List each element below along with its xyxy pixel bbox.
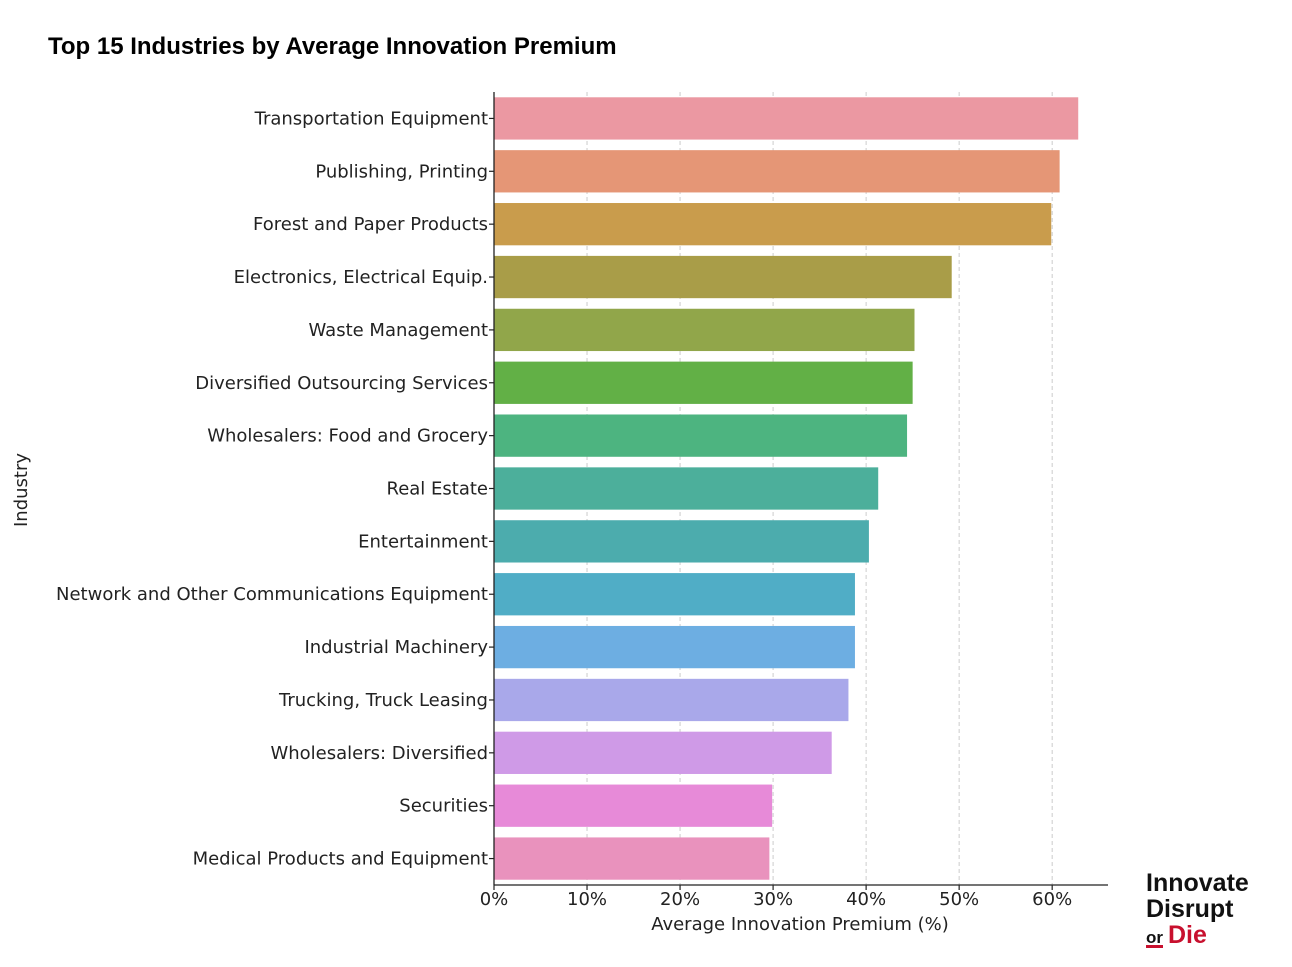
brand-logo-die: Die bbox=[1168, 921, 1207, 949]
category-label: Medical Products and Equipment bbox=[193, 849, 488, 870]
brand-logo-line-2: Disrupt bbox=[1146, 895, 1234, 923]
category-label: Electronics, Electrical Equip. bbox=[234, 267, 488, 288]
x-tick-label: 0% bbox=[480, 889, 509, 910]
brand-logo-or: or bbox=[1146, 928, 1163, 947]
category-label: Wholesalers: Food and Grocery bbox=[207, 426, 488, 447]
x-axis-title: Average Innovation Premium (%) bbox=[651, 914, 949, 935]
category-label: Entertainment bbox=[358, 531, 488, 552]
category-label: Waste Management bbox=[309, 320, 488, 341]
x-tick-label: 50% bbox=[939, 889, 979, 910]
category-label: Network and Other Communications Equipme… bbox=[56, 584, 488, 605]
bar bbox=[494, 308, 915, 352]
bar bbox=[494, 150, 1060, 193]
x-tick-label: 10% bbox=[567, 889, 607, 910]
bar bbox=[494, 573, 855, 616]
x-tick-labels: 0% 10% 20% 30% 40% 50% 60% bbox=[480, 885, 1072, 910]
x-tick-label: 20% bbox=[660, 889, 700, 910]
bar bbox=[494, 255, 952, 299]
bar bbox=[494, 467, 879, 510]
x-tick-label: 30% bbox=[753, 889, 793, 910]
bar bbox=[494, 361, 913, 404]
category-label: Trucking, Truck Leasing bbox=[278, 690, 488, 711]
category-label: Industrial Machinery bbox=[304, 637, 488, 658]
bar bbox=[494, 837, 770, 880]
brand-logo: Innovate Disrupt or Die bbox=[1146, 870, 1249, 951]
x-tick-label: 40% bbox=[846, 889, 886, 910]
bar bbox=[494, 784, 773, 827]
bar bbox=[494, 203, 1052, 246]
bar bbox=[494, 731, 832, 774]
category-labels: Transportation Equipment Publishing, Prin… bbox=[56, 108, 494, 870]
x-tick-label: 60% bbox=[1032, 889, 1072, 910]
category-label: Transportation Equipment bbox=[254, 108, 488, 129]
category-label: Real Estate bbox=[387, 479, 489, 500]
chart-title: Top 15 Industries by Average Innovation … bbox=[48, 33, 617, 60]
bar bbox=[494, 520, 869, 563]
category-label: Diversified Outsourcing Services bbox=[195, 373, 488, 394]
y-axis-title: Industry bbox=[11, 453, 32, 527]
brand-logo-line-1: Innovate bbox=[1146, 869, 1249, 897]
category-label: Securities bbox=[399, 796, 488, 817]
bar bbox=[494, 678, 849, 722]
bar bbox=[494, 97, 1079, 140]
bar bbox=[494, 625, 855, 669]
bars bbox=[494, 97, 1079, 880]
category-label: Forest and Paper Products bbox=[253, 214, 488, 235]
category-label: Wholesalers: Diversified bbox=[270, 743, 488, 764]
bar bbox=[494, 414, 908, 457]
category-label: Publishing, Printing bbox=[315, 161, 488, 182]
